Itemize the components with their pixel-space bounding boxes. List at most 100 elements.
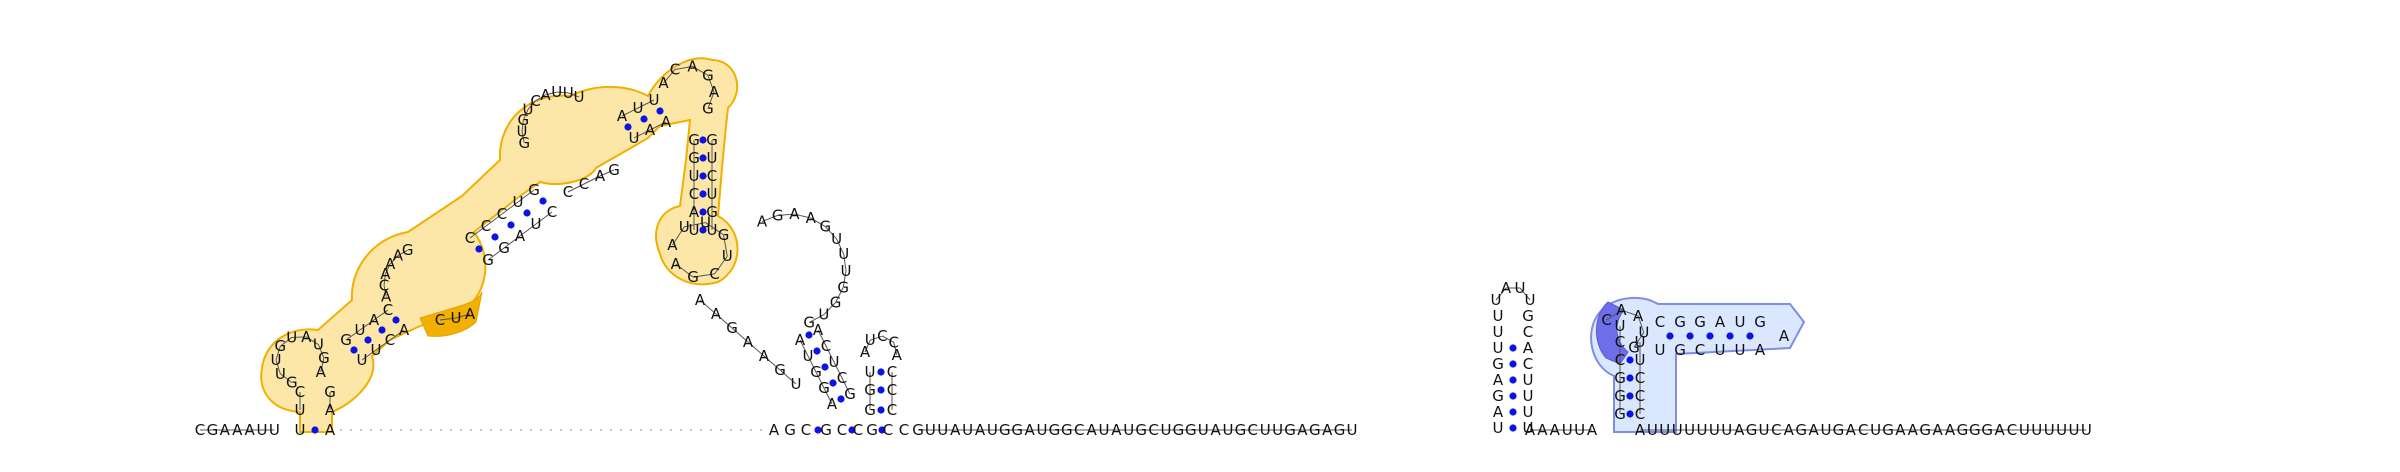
baseline-nucleotide: G [207, 421, 219, 439]
baseline-nucleotide: G [999, 421, 1011, 439]
stem-nucleotide: C [481, 217, 491, 235]
baseline-nucleotide: A [244, 421, 255, 439]
backbone-link [1637, 315, 1645, 333]
backbone-link [1633, 332, 1645, 348]
stem-nucleotide: U [829, 353, 840, 371]
orange-strong-accent [419, 291, 483, 337]
base-pair-dot [1686, 332, 1694, 340]
stem-nucleotide: G [340, 331, 352, 349]
loop-nucleotide: G [318, 349, 330, 367]
orange-highlight-region [260, 57, 739, 433]
loop-nucleotide: A [301, 328, 312, 346]
backbone-link [714, 255, 728, 275]
nucleotide: A [325, 421, 336, 439]
base-pair-dot [699, 136, 707, 144]
stem-nucleotide: C [295, 383, 305, 401]
backbone-link [699, 299, 717, 315]
baseline-nucleotide: A [1635, 421, 1646, 439]
stem-nucleotide: U [633, 99, 644, 117]
backbone-link [824, 226, 837, 240]
helix-nucleotide: U [1523, 403, 1534, 421]
backbone-link [663, 69, 676, 84]
loop-nucleotide: G [819, 218, 831, 236]
loop-nucleotide: U [517, 123, 528, 141]
helix-nucleotide: U [1493, 323, 1504, 341]
backbone-link [825, 345, 835, 363]
loop-nucleotide: A [1779, 327, 1790, 345]
helix-nucleotide: A [1755, 341, 1766, 359]
helix-nucleotide: G [1674, 313, 1686, 331]
loop-nucleotide: A [806, 209, 817, 227]
stem-nucleotide: A [795, 331, 806, 349]
backbone-link [675, 263, 694, 278]
helix-nucleotide: U [1523, 371, 1534, 389]
backbone-link [522, 109, 529, 121]
backbone-link [1606, 309, 1622, 321]
baseline-nucleotide: U [925, 421, 936, 439]
base-pair-dot [1509, 344, 1517, 352]
baseline-nucleotide: U [987, 421, 998, 439]
loop-nucleotide: A [757, 213, 768, 231]
backbone-link [305, 336, 319, 345]
backbone-link [692, 65, 709, 76]
loop-nucleotide: U [1491, 291, 1502, 309]
baseline-nucleotide: A [1086, 421, 1097, 439]
baseline-nucleotide: G [1309, 421, 1321, 439]
base-pair-dot [624, 123, 632, 131]
base-pair-dot [539, 197, 547, 205]
base-pair-dot [1509, 392, 1517, 400]
backbone-link [567, 183, 585, 193]
loop-nucleotide: C [579, 175, 589, 193]
backbone-link [621, 107, 639, 117]
loop-nucleotide: U [1638, 324, 1649, 342]
base-pair-dot [1509, 424, 1517, 432]
baseline-nucleotide: U [1672, 421, 1683, 439]
baseline-nucleotide: U [257, 421, 268, 439]
base-pair-dot [392, 316, 400, 324]
baseline-nucleotide: A [1895, 421, 1906, 439]
loop-nucleotide: G [702, 100, 714, 118]
stem-nucleotide: C [1615, 333, 1625, 351]
backbone-link [535, 94, 546, 102]
stem-nucleotide: U [649, 91, 660, 109]
loop-nucleotide: U [841, 262, 852, 280]
helix-nucleotide: U [1735, 341, 1746, 359]
backbone-link [317, 344, 325, 359]
stem-nucleotide: G [1614, 405, 1626, 423]
loop-nucleotide: A [381, 287, 392, 305]
loop-nucleotide: A [316, 363, 327, 381]
backbone-link [439, 317, 457, 321]
backbone-link [672, 226, 685, 246]
loop-nucleotide: A [695, 291, 706, 309]
stem-nucleotide: U [1635, 351, 1646, 369]
loop-nucleotide: U [551, 83, 562, 101]
loop-nucleotide: U [522, 101, 533, 119]
backbone-link [501, 201, 519, 215]
loop-nucleotide: U [574, 88, 585, 106]
stem-nucleotide: C [465, 229, 475, 247]
baseline-nucleotide: U [2019, 421, 2030, 439]
loop-nucleotide: A [687, 57, 698, 75]
highlight-layer [260, 57, 1806, 433]
baseline-nucleotide: G [1061, 421, 1073, 439]
helix-nucleotide: U [1735, 313, 1746, 331]
backbone-layer [200, 65, 2087, 431]
loop-nucleotide: G [726, 319, 738, 337]
baseline-nucleotide: U [2031, 421, 2042, 439]
base-pair-dot [1626, 392, 1634, 400]
base-pair-dot [699, 208, 707, 216]
baseline-nucleotide: U [1161, 421, 1172, 439]
nucleotide: C [899, 421, 909, 439]
stem-nucleotide: C [497, 205, 507, 223]
baseline-nucleotide: U [2056, 421, 2067, 439]
backbone-link [799, 339, 809, 357]
base-pair-dot [1726, 332, 1734, 340]
backbone-link [633, 129, 651, 139]
backbone-link [817, 329, 827, 347]
baseline-nucleotide: A [1210, 421, 1221, 439]
backbone-link [715, 313, 733, 329]
helix-nucleotide: C [1655, 313, 1665, 331]
helix-nucleotide: G [1492, 387, 1504, 405]
nucleotide: G [820, 421, 832, 439]
